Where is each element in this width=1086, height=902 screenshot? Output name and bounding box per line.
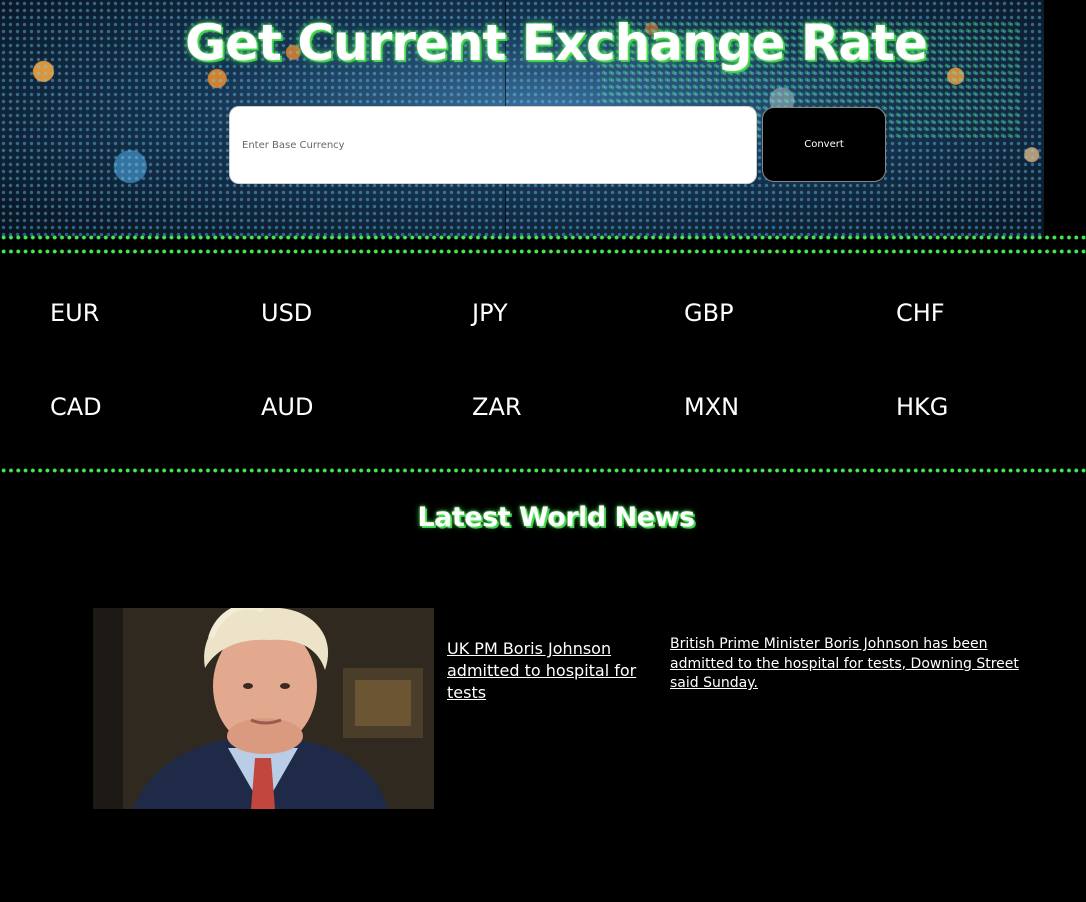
currency-gbp[interactable]: GBP bbox=[684, 299, 734, 327]
dotted-divider-top-1 bbox=[0, 235, 1086, 240]
dotted-divider-top-2 bbox=[0, 249, 1086, 254]
currency-mxn[interactable]: MXN bbox=[684, 393, 740, 421]
currency-eur[interactable]: EUR bbox=[50, 299, 100, 327]
currency-usd[interactable]: USD bbox=[261, 299, 313, 327]
news-description-link[interactable]: British Prime Minister Boris Johnson has… bbox=[670, 636, 1019, 691]
banner-edge bbox=[1044, 0, 1086, 238]
dotted-divider-bottom bbox=[0, 468, 1086, 473]
currency-jpy[interactable]: JPY bbox=[472, 299, 508, 327]
news-headline-link[interactable]: UK PM Boris Johnson admitted to hospital… bbox=[447, 639, 637, 702]
news-section-title: Latest World News bbox=[417, 502, 695, 533]
page-title: Get Current Exchange Rate bbox=[185, 14, 928, 72]
currency-hkg[interactable]: HKG bbox=[896, 393, 949, 421]
convert-button[interactable]: Convert bbox=[762, 107, 886, 182]
portrait-illustration bbox=[93, 608, 434, 809]
currency-zar[interactable]: ZAR bbox=[472, 393, 522, 421]
currency-cad[interactable]: CAD bbox=[50, 393, 102, 421]
base-currency-input[interactable] bbox=[229, 106, 757, 184]
currency-aud[interactable]: AUD bbox=[261, 393, 314, 421]
currency-chf[interactable]: CHF bbox=[896, 299, 945, 327]
news-article-image[interactable] bbox=[93, 608, 434, 809]
